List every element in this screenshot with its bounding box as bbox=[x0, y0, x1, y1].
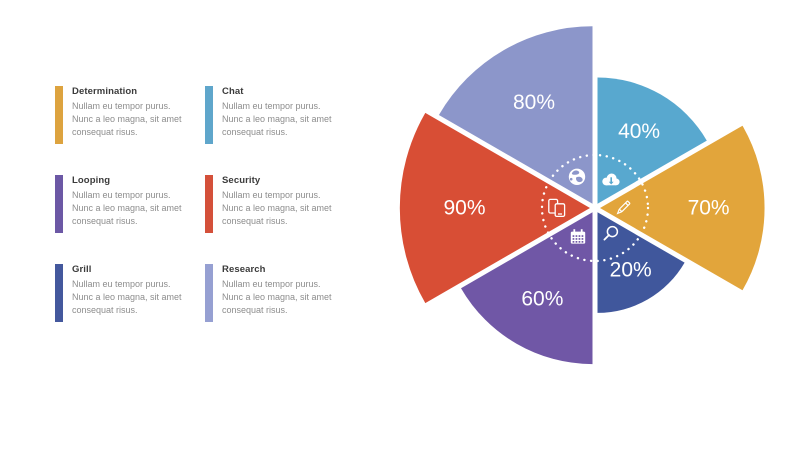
legend-item-text-line: Nullam eu tempor purus. bbox=[222, 101, 321, 111]
legend-item-text-line: consequat risus. bbox=[72, 305, 138, 315]
legend-item-title: Research bbox=[222, 264, 266, 275]
segment-label: 20% bbox=[610, 258, 652, 281]
segment-label: 40% bbox=[618, 120, 660, 143]
devices-icon bbox=[548, 198, 566, 218]
legend-item-text-line: consequat risus. bbox=[222, 305, 288, 315]
rose-chart-container: 80% 40% 70% 20% 60% 90% bbox=[385, 0, 800, 420]
segment-label: 90% bbox=[443, 197, 485, 220]
legend-item-text-line: consequat risus. bbox=[72, 216, 138, 226]
legend-color-bar bbox=[205, 86, 213, 144]
legend-item-text-line: Nullam eu tempor purus. bbox=[222, 279, 321, 289]
search-icon bbox=[603, 225, 619, 241]
legend-item-text-line: Nunc a leo magna, sit amet bbox=[72, 292, 182, 302]
legend-item-text-line: Nunc a leo magna, sit amet bbox=[222, 292, 332, 302]
dotted-circle bbox=[540, 153, 650, 263]
wedge-chat bbox=[597, 77, 707, 204]
segment-label: 60% bbox=[521, 288, 563, 311]
legend-item-text-line: consequat risus. bbox=[222, 216, 288, 226]
rose-chart: 80% 40% 70% 20% 60% 90% bbox=[399, 26, 765, 365]
legend-item: Chat Nullam eu tempor purus. Nunc a leo … bbox=[205, 86, 355, 175]
legend-item-text-line: Nunc a leo magna, sit amet bbox=[72, 114, 182, 124]
legend-item-title: Determination bbox=[72, 86, 138, 97]
legend-color-bar bbox=[205, 175, 213, 233]
legend-item: Grill Nullam eu tempor purus. Nunc a leo… bbox=[55, 264, 205, 353]
legend-item-text-line: Nunc a leo magna, sit amet bbox=[72, 203, 182, 213]
calendar-icon bbox=[570, 229, 586, 244]
legend-item-text-line: Nullam eu tempor purus. bbox=[72, 279, 171, 289]
legend: Determination Nullam eu tempor purus. Nu… bbox=[55, 86, 355, 353]
legend-item-text-line: Nunc a leo magna, sit amet bbox=[222, 203, 332, 213]
pencil-icon bbox=[616, 200, 631, 215]
legend-color-bar bbox=[55, 175, 63, 233]
wedge-grill bbox=[597, 212, 685, 313]
legend-item: Determination Nullam eu tempor purus. Nu… bbox=[55, 86, 205, 175]
legend-item-title: Chat bbox=[222, 86, 244, 97]
globe-icon bbox=[568, 168, 586, 185]
legend-item-text-line: consequat risus. bbox=[72, 127, 138, 137]
legend-color-bar bbox=[55, 86, 63, 144]
legend-item: Security Nullam eu tempor purus. Nunc a … bbox=[205, 175, 355, 264]
legend-color-bar bbox=[205, 264, 213, 322]
cloud-download-icon bbox=[602, 173, 620, 186]
legend-item-text-line: Nullam eu tempor purus. bbox=[222, 190, 321, 200]
legend-item-title: Security bbox=[222, 175, 261, 186]
legend-item: Looping Nullam eu tempor purus. Nunc a l… bbox=[55, 175, 205, 264]
wedge-security bbox=[399, 112, 590, 304]
legend-item-text-line: consequat risus. bbox=[222, 127, 288, 137]
legend-color-bar bbox=[55, 264, 63, 322]
wedge-determination bbox=[600, 125, 765, 291]
legend-item-text-line: Nunc a leo magna, sit amet bbox=[222, 114, 332, 124]
legend-item: Research Nullam eu tempor purus. Nunc a … bbox=[205, 264, 355, 353]
segment-label: 70% bbox=[688, 197, 730, 220]
legend-item-text-line: Nullam eu tempor purus. bbox=[72, 190, 171, 200]
wedge-research bbox=[438, 26, 593, 204]
segment-label: 80% bbox=[513, 91, 555, 114]
legend-item-title: Grill bbox=[72, 264, 92, 275]
legend-item-text-line: Nullam eu tempor purus. bbox=[72, 101, 171, 111]
wedge-looping bbox=[461, 212, 593, 365]
legend-item-title: Looping bbox=[72, 175, 111, 186]
